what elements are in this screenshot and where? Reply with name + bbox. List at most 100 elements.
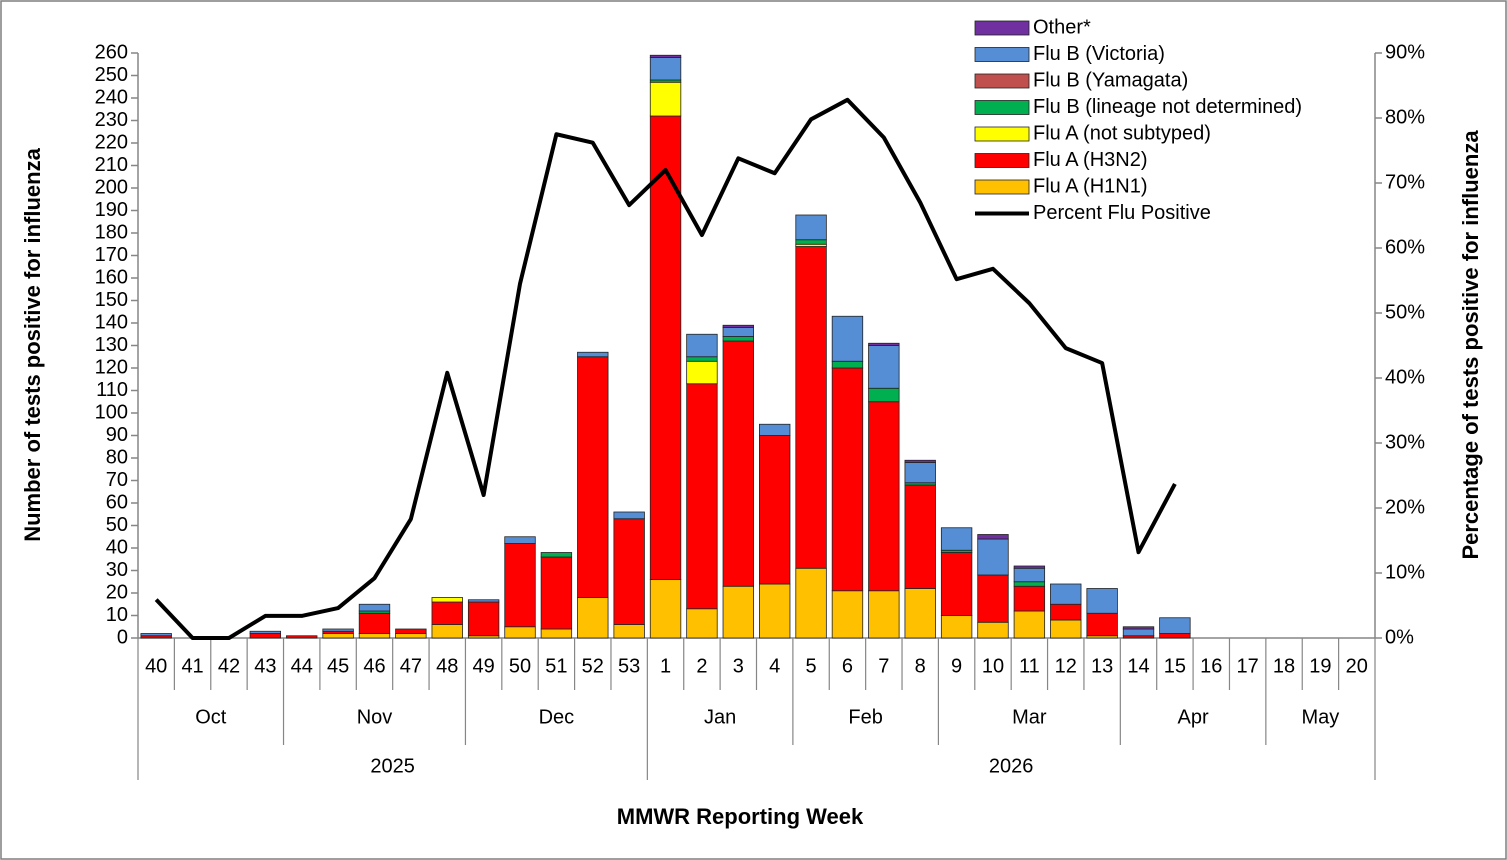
month-label: Mar — [1012, 706, 1047, 728]
legend-swatch — [974, 179, 1030, 195]
y-tick-label: 10 — [106, 604, 128, 626]
x-tick-label: 46 — [363, 655, 385, 677]
x-tick-label: 43 — [254, 655, 276, 677]
bar-segment — [431, 597, 463, 603]
y2-tick-label: 10% — [1385, 561, 1425, 583]
bar-segment — [868, 342, 900, 346]
bar-segment — [358, 633, 391, 639]
legend-swatch — [974, 126, 1030, 142]
bar-segment — [904, 588, 936, 639]
month-label: Nov — [357, 706, 393, 728]
y-tick-label: 60 — [106, 491, 128, 513]
x-tick-label: 5 — [806, 655, 817, 677]
x-tick-label: 2 — [696, 655, 707, 677]
y2-axis-title: Percentage of tests positive for influen… — [1458, 130, 1483, 560]
bar-segment — [1086, 588, 1118, 614]
bar-segment — [431, 601, 463, 625]
x-tick-label: 8 — [915, 655, 926, 677]
x-tick-label: 53 — [618, 655, 640, 677]
month-label: May — [1302, 706, 1340, 728]
month-label: Oct — [195, 706, 227, 728]
bar-segment — [868, 401, 900, 592]
bar-segment — [504, 536, 536, 544]
y-tick-label: 130 — [95, 334, 128, 356]
month-label: Feb — [848, 706, 882, 728]
x-tick-label: 7 — [878, 655, 889, 677]
bar-segment — [868, 590, 900, 639]
y-tick-label: 260 — [95, 41, 128, 63]
bar-segment — [795, 567, 827, 639]
x-tick-label: 48 — [436, 655, 458, 677]
bar-segment — [1050, 619, 1082, 639]
month-label: Dec — [539, 706, 575, 728]
y-tick-label: 200 — [95, 176, 128, 198]
bar-segment — [1013, 565, 1046, 569]
bar-segment — [722, 340, 754, 587]
bar-segment — [649, 115, 682, 580]
bar-segment — [795, 246, 827, 569]
y-tick-label: 90 — [106, 424, 128, 446]
bar-segment — [940, 615, 973, 639]
year-label: 2026 — [989, 755, 1034, 777]
y2-tick-label: 50% — [1385, 301, 1425, 323]
x-tick-label: 40 — [145, 655, 167, 677]
legend-label: Flu B (Yamagata) — [1033, 69, 1188, 91]
y2-tick-label: 70% — [1385, 171, 1425, 193]
bar-segment — [722, 336, 754, 342]
bar-segment — [759, 423, 791, 436]
legend-swatch — [974, 73, 1030, 89]
y-tick-label: 120 — [95, 356, 128, 378]
legend-label: Other* — [1033, 16, 1091, 38]
bar-segment — [1086, 612, 1118, 637]
bar-segment — [649, 57, 682, 81]
bar-segment — [868, 387, 900, 403]
y-tick-label: 150 — [95, 289, 128, 311]
bar-segment — [1013, 567, 1046, 583]
bar-segment — [795, 239, 827, 245]
y-tick-label: 230 — [95, 109, 128, 131]
x-axis-title: MMWR Reporting Week — [617, 804, 864, 829]
y-tick-label: 70 — [106, 469, 128, 491]
bar-segment — [831, 367, 864, 592]
y2-tick-label: 40% — [1385, 366, 1425, 388]
bar-segment — [904, 462, 936, 484]
y-tick-label: 180 — [95, 221, 128, 243]
bar-segment — [940, 552, 973, 616]
bar-segment — [1013, 585, 1046, 612]
bar-segment — [722, 324, 754, 328]
y-tick-label: 100 — [95, 401, 128, 423]
line — [154, 97, 1177, 640]
x-tick-label: 19 — [1309, 655, 1331, 677]
y-tick-label: 50 — [106, 514, 128, 536]
bar-segment — [1013, 610, 1046, 639]
bar-segment — [504, 626, 536, 639]
bar-segment — [649, 579, 682, 639]
bar-segment — [904, 484, 936, 589]
bar-segment — [977, 538, 1009, 576]
month-label: Jan — [704, 706, 736, 728]
bar-segment — [1050, 583, 1082, 605]
bar-segment — [649, 81, 682, 117]
bar-segment — [1159, 633, 1191, 639]
legend-swatch — [974, 100, 1030, 115]
x-tick-label: 20 — [1346, 655, 1368, 677]
bar-segment — [577, 597, 609, 639]
bar-segment — [613, 624, 645, 639]
x-tick-label: 51 — [545, 655, 567, 677]
bar-segment — [431, 624, 463, 639]
y2-tick-label: 80% — [1385, 106, 1425, 128]
y-tick-label: 170 — [95, 244, 128, 266]
y-tick-label: 160 — [95, 266, 128, 288]
legend-label: Flu B (Victoria) — [1033, 43, 1165, 65]
x-tick-label: 9 — [951, 655, 962, 677]
bar-segment — [1159, 617, 1191, 634]
y-tick-label: 190 — [95, 199, 128, 221]
y-tick-label: 40 — [106, 536, 128, 558]
y-tick-label: 110 — [96, 379, 128, 401]
x-tick-label: 52 — [582, 655, 604, 677]
bar-segment — [977, 534, 1009, 540]
y2-tick-label: 60% — [1385, 236, 1425, 258]
legend-label: Flu B (lineage not determined) — [1033, 96, 1302, 118]
bar-segment — [686, 356, 718, 362]
x-tick-label: 44 — [291, 655, 313, 677]
